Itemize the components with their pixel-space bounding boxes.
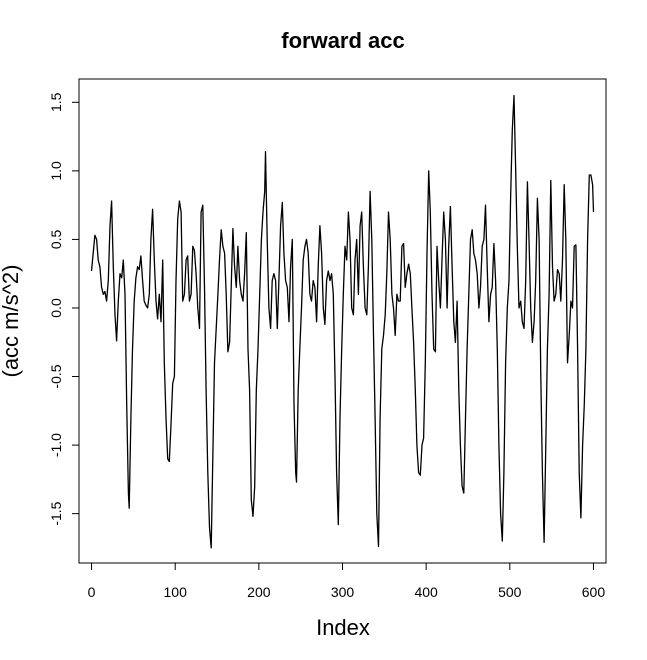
y-tick-label: -1.0	[48, 433, 64, 457]
x-tick-label: 500	[498, 584, 522, 600]
x-tick-label: 200	[247, 584, 271, 600]
y-tick-label: -0.5	[48, 364, 64, 388]
x-tick-label: 300	[331, 584, 355, 600]
x-axis-label: Index	[316, 615, 370, 640]
y-tick-label: 0.0	[48, 298, 64, 318]
x-tick-label: 100	[164, 584, 188, 600]
x-tick-label: 0	[88, 584, 96, 600]
y-tick-label: 0.5	[48, 229, 64, 249]
x-tick-label: 600	[582, 584, 606, 600]
x-axis: 0 100 200 300 400 500 600	[88, 562, 606, 600]
series-line	[90, 94, 595, 549]
y-tick-label: 1.0	[48, 161, 64, 181]
y-axis-label: (acc m/s^2)	[0, 265, 23, 378]
y-axis: -1.5 -1.0 -0.5 0.0 0.5 1.0 1.5	[48, 92, 80, 526]
y-tick-label: 1.5	[48, 92, 64, 112]
chart-title: forward acc	[281, 28, 405, 53]
y-tick-label: -1.5	[48, 501, 64, 525]
x-tick-label: 400	[414, 584, 438, 600]
